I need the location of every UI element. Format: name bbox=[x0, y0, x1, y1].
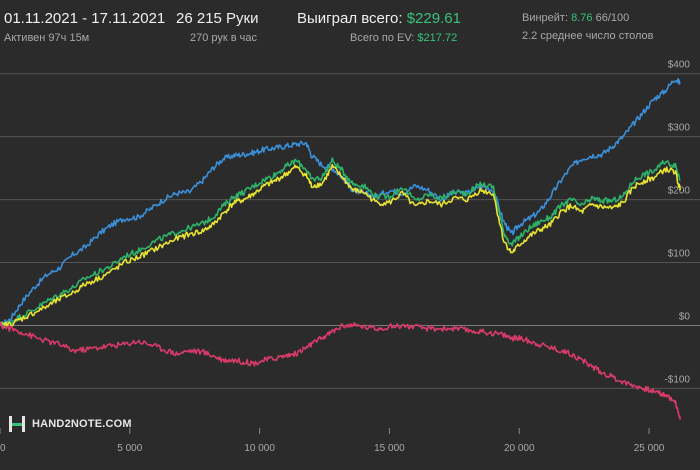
x-tick-label: 0 bbox=[0, 443, 6, 454]
y-tick-label: $400 bbox=[668, 60, 691, 71]
profit-chart-svg: 0 5 000 10 000 15 000 20 000 25 000 -$100 $0 $1… bbox=[0, 60, 700, 454]
x-tick-label: 20 000 bbox=[504, 443, 535, 454]
x-tick-label: 10 000 bbox=[244, 443, 275, 454]
tables-average: 2.2 среднее число столов bbox=[522, 30, 654, 42]
series-line bbox=[0, 78, 681, 327]
series-line bbox=[0, 157, 681, 328]
hands-per-hour: 270 рук в час bbox=[190, 32, 258, 44]
stats-header: 01.11.2021 - 17.11.2021 Активен 97ч 15м … bbox=[0, 0, 700, 52]
y-tick-label: $300 bbox=[668, 123, 691, 134]
series-lines bbox=[0, 78, 681, 421]
series-line bbox=[0, 322, 681, 421]
total-ev-label: Всего по EV: bbox=[350, 32, 415, 44]
y-tick-label: $200 bbox=[668, 186, 691, 197]
hand2note-logo: HAND2NOTE.COM bbox=[8, 413, 132, 435]
total-won-value: $229.61 bbox=[406, 10, 461, 27]
total-won-label: Выиграл всего: bbox=[297, 10, 403, 27]
series-line bbox=[0, 163, 681, 329]
date-range: 01.11.2021 - 17.11.2021 bbox=[4, 10, 166, 27]
x-axis-ticks: 0 5 000 10 000 15 000 20 000 25 000 bbox=[0, 428, 665, 454]
winrate-value: 8.76 bbox=[571, 12, 593, 24]
winrate-label: Винрейт: bbox=[522, 12, 569, 24]
y-tick-label: -$100 bbox=[664, 374, 690, 385]
total-ev: Всего по EV: $217.72 bbox=[350, 32, 457, 44]
winrate-extra: 66/100 bbox=[595, 12, 630, 24]
y-tick-label: $0 bbox=[679, 311, 691, 322]
y-axis-ticks: -$100 $0 $100 $200 $300 $400 bbox=[664, 60, 690, 386]
x-tick-label: 15 000 bbox=[374, 443, 405, 454]
y-tick-label: $100 bbox=[668, 249, 691, 260]
profit-chart: 0 5 000 10 000 15 000 20 000 25 000 -$100 $0 $1… bbox=[0, 58, 700, 465]
active-time: Активен 97ч 15м bbox=[4, 32, 90, 44]
x-tick-label: 5 000 bbox=[117, 443, 142, 454]
winrate: Винрейт: 8.76 66/100 bbox=[522, 12, 629, 24]
logo-text: HAND2NOTE.COM bbox=[32, 418, 132, 430]
hands-count: 26 215 Руки bbox=[176, 10, 259, 27]
total-ev-value: $217.72 bbox=[417, 32, 458, 44]
x-tick-label: 25 000 bbox=[634, 443, 665, 454]
hand2note-logo-icon bbox=[8, 414, 26, 434]
total-won: Выиграл всего: $229.61 bbox=[297, 10, 461, 27]
